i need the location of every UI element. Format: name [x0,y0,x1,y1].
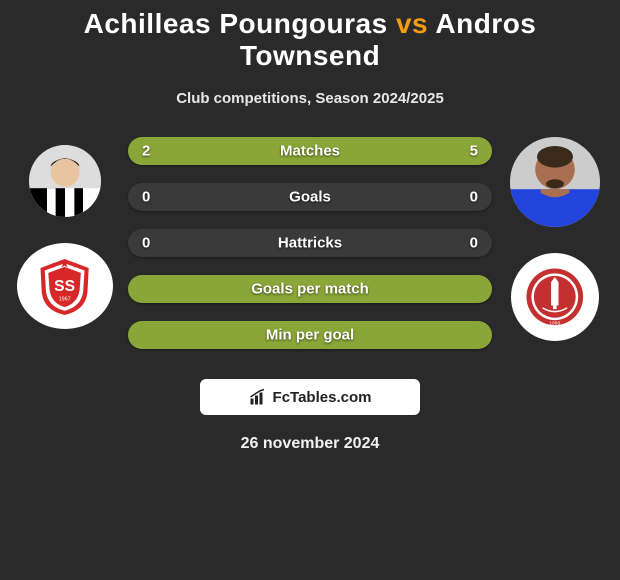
bar-value-right: 0 [470,189,478,206]
date-text: 26 november 2024 [10,435,610,453]
bar-label: Min per goal [266,327,354,344]
main-row: SS 1967 Matches25Goals00Hattricks00Goals… [10,137,610,367]
left-column: SS 1967 [10,137,120,329]
bar-value-right: 0 [470,235,478,252]
player1-photo [29,145,101,217]
player2-photo [510,137,600,227]
brand-text: FcTables.com [273,389,372,406]
subtitle: Club competitions, Season 2024/2025 [10,90,610,107]
bar-fill-right [230,137,492,165]
bar-value-left: 0 [142,189,150,206]
player2-team-badge: 1966 [511,253,599,341]
page-title: Achilleas Poungouras vs Andros Townsend [10,8,610,72]
bar-label: Hattricks [278,235,342,252]
bar-label: Matches [280,143,340,160]
vs-text: vs [396,8,428,39]
bar-value-left: 0 [142,235,150,252]
bars-area: Matches 2 5 Goals 0 0 Hattricks 0 0 Goals per mat… [120,137,500,367]
svg-text:1966: 1966 [550,321,561,327]
stat-bar: Matches 2 5 [128,137,492,165]
svg-text:1967: 1967 [59,296,71,302]
brand-box: FcTables.com [200,379,420,415]
bar-label: Goals per match [251,281,369,298]
stat-bar: Min per goal [128,321,492,349]
player1-team-badge: SS 1967 [17,243,113,329]
stat-bar: Goals per match [128,275,492,303]
chart-icon [249,388,267,406]
right-column: 1966 [500,137,610,341]
comparison-card: Achilleas Poungouras vs Andros Townsend … [0,0,620,461]
bar-label: Goals [289,189,331,206]
stat-bar: Hattricks 0 0 [128,229,492,257]
bar-value-left: 2 [142,143,150,160]
bar-value-right: 5 [470,143,478,160]
svg-text:SS: SS [55,278,76,295]
stat-bar: Goals 0 0 [128,183,492,211]
player1-name: Achilleas Poungouras [84,8,388,39]
